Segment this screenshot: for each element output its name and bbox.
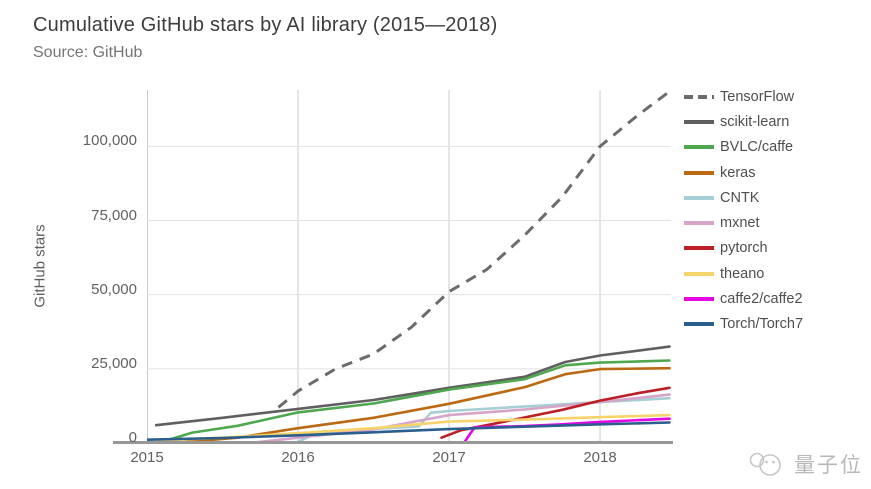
legend-swatch	[684, 297, 714, 302]
legend-item-scikit-learn: scikit-learn	[684, 109, 803, 134]
legend-label: pytorch	[720, 240, 768, 257]
legend-label: mxnet	[720, 215, 760, 232]
series-line-mxnet	[251, 393, 671, 445]
y-tick-label: 25,000	[91, 354, 137, 372]
x-axis-line	[113, 441, 673, 444]
legend-swatch	[684, 170, 714, 175]
legend-label: TensorFlow	[720, 88, 795, 105]
series-line-tensorflow	[277, 90, 671, 409]
y-tick-label: 100,000	[82, 132, 137, 150]
x-tick-label: 2018	[583, 449, 617, 466]
legend-item-theano: theano	[684, 261, 803, 286]
legend-item-cntk: CNTK	[684, 185, 803, 210]
legend-swatch	[684, 145, 714, 150]
legend-label: scikit-learn	[720, 113, 790, 130]
legend-label: BVLC/caffe	[720, 139, 794, 156]
legend-item-bvlc-caffe: BVLC/caffe	[684, 135, 803, 160]
y-tick-label: 50,000	[91, 280, 137, 298]
legend-swatch	[684, 271, 714, 276]
legend-label: caffe2/caffe2	[720, 291, 803, 308]
chart-title: Cumulative GitHub stars by AI library (2…	[33, 14, 498, 36]
watermark: 量子位	[748, 449, 863, 479]
chart-canvas	[145, 90, 671, 445]
legend-swatch	[684, 322, 714, 327]
legend-item-keras: keras	[684, 160, 803, 185]
legend-label: CNTK	[720, 189, 760, 206]
x-tick-label: 2017	[432, 449, 466, 466]
y-tick-label: 75,000	[91, 206, 137, 224]
legend-item-mxnet: mxnet	[684, 210, 803, 235]
plot-area	[145, 90, 671, 445]
legend: TensorFlow scikit-learn BVLC/caffe keras CNT…	[684, 84, 803, 337]
legend-label: Torch/Torch7	[720, 316, 804, 333]
legend-item-torch-torch7: Torch/Torch7	[684, 312, 803, 337]
legend-item-caffe2-caffe2: caffe2/caffe2	[684, 286, 803, 311]
legend-swatch	[684, 94, 714, 99]
x-tick-label: 2015	[130, 449, 164, 466]
legend-label: theano	[720, 265, 765, 282]
legend-item-pytorch: pytorch	[684, 236, 803, 261]
legend-swatch	[684, 195, 714, 200]
qbitai-logo-icon	[749, 452, 781, 476]
series-line-scikit-learn	[154, 345, 671, 427]
chart-subtitle: Source: GitHub	[33, 44, 143, 61]
legend-swatch	[684, 221, 714, 226]
legend-item-tensorflow: TensorFlow	[684, 84, 803, 109]
y-tick-label: 0	[128, 429, 137, 446]
legend-swatch	[684, 246, 714, 251]
watermark-text: 量子位	[794, 454, 863, 477]
series-line-bvlc-caffe	[160, 359, 671, 444]
x-tick-label: 2016	[281, 449, 315, 466]
series-line-torch-torch7	[145, 421, 671, 442]
legend-label: keras	[720, 164, 756, 181]
legend-swatch	[684, 119, 714, 124]
